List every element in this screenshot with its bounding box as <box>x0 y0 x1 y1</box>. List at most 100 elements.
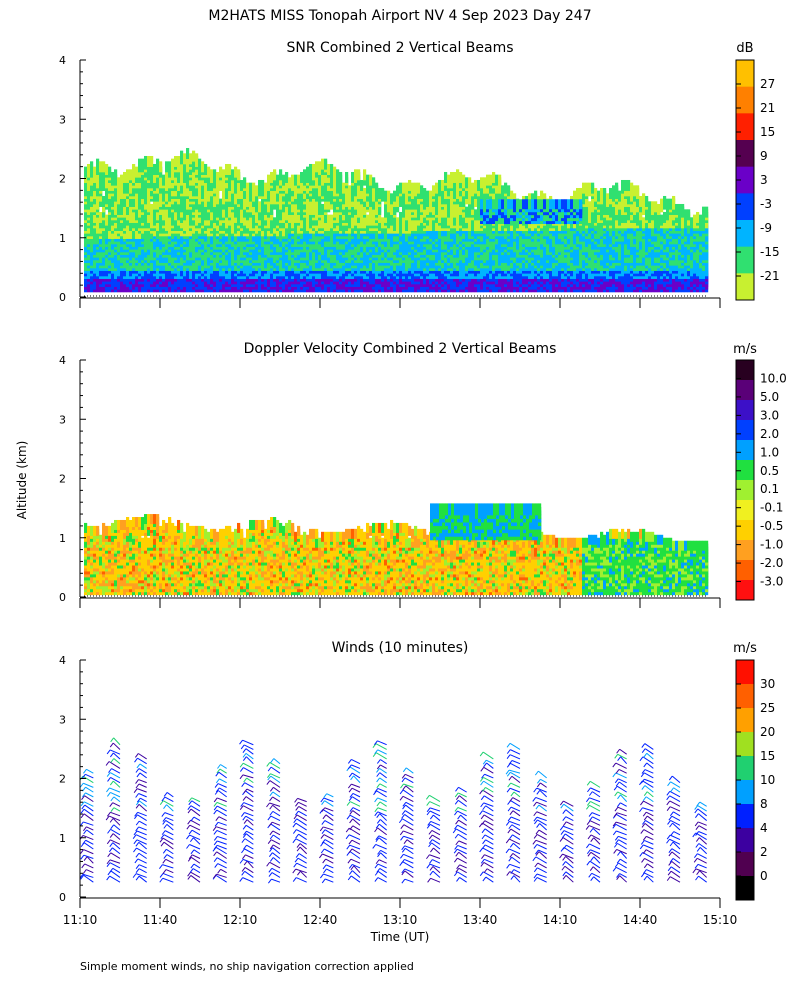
snr-panel-title: SNR Combined 2 Vertical Beams <box>286 40 513 56</box>
snr-cell <box>345 187 349 199</box>
snr-cell <box>414 182 418 194</box>
snr-cell <box>276 174 280 186</box>
snr-cell <box>141 158 145 170</box>
snr-cell <box>162 185 166 197</box>
snr-cell <box>105 214 109 226</box>
snr-cell <box>231 195 235 207</box>
snr-cell <box>111 171 115 183</box>
snr-cell <box>402 201 406 213</box>
snr-cell <box>273 187 277 199</box>
snr-cell <box>123 195 127 207</box>
snr-cell <box>156 158 160 170</box>
snr-plot-area <box>84 147 709 293</box>
snr-cell <box>96 193 100 205</box>
snr-cell <box>168 214 172 226</box>
snr-cell <box>405 182 409 194</box>
snr-cell <box>174 209 178 221</box>
snr-cell <box>186 174 190 186</box>
snr-cell <box>213 177 217 189</box>
snr-cell <box>147 193 151 205</box>
snr-cell <box>114 169 118 181</box>
snr-cell <box>132 163 136 175</box>
snr-cell <box>315 174 319 186</box>
snr-cell <box>90 161 94 173</box>
snr-cell <box>168 161 172 173</box>
snr-cell <box>390 214 394 226</box>
snr-cell <box>399 182 403 194</box>
snr-cell <box>183 201 187 213</box>
snr-cell <box>156 177 160 189</box>
snr-cell <box>291 217 295 229</box>
snr-cell <box>384 190 388 202</box>
snr-cell <box>120 187 124 199</box>
snr-cell <box>183 153 187 165</box>
snr-cell <box>465 177 469 189</box>
snr-cell <box>192 169 196 181</box>
snr-cell <box>300 171 304 183</box>
snr-cell <box>459 211 463 223</box>
snr-cell <box>267 174 271 186</box>
snr-cell <box>339 171 343 183</box>
snr-cell <box>459 203 463 215</box>
snr-cell <box>261 209 265 221</box>
snr-cell <box>300 209 304 221</box>
snr-cell <box>399 211 403 223</box>
snr-cell <box>264 182 268 194</box>
snr-cell <box>150 166 154 178</box>
snr-cell <box>321 203 325 215</box>
snr-cell <box>381 187 385 199</box>
snr-cell <box>222 177 226 189</box>
snr-cell <box>333 166 337 178</box>
snr-cell <box>150 155 154 167</box>
snr-cell <box>90 185 94 197</box>
snr-cell <box>147 155 151 167</box>
snr-cell <box>225 201 229 213</box>
snr-cell <box>219 179 223 191</box>
snr-cell <box>210 169 214 181</box>
snr-cell <box>432 217 436 229</box>
snr-cell <box>408 209 412 221</box>
snr-cell <box>159 161 163 173</box>
snr-cell <box>459 171 463 183</box>
snr-cell <box>396 185 400 197</box>
snr-cell <box>426 190 430 202</box>
snr-cell <box>180 171 184 183</box>
snr-cell <box>309 174 313 186</box>
snr-cell <box>327 214 331 226</box>
snr-cell <box>342 182 346 194</box>
snr-cell <box>309 214 313 226</box>
snr-cell <box>207 187 211 199</box>
snr-cell <box>462 174 466 186</box>
snr-cell <box>171 158 175 170</box>
snr-cell <box>225 163 229 175</box>
snr-cell <box>480 177 484 189</box>
snr-cell <box>123 203 127 215</box>
snr-cell <box>441 214 445 226</box>
snr-cell <box>213 193 217 205</box>
snr-cell <box>279 169 283 181</box>
snr-cell <box>216 171 220 183</box>
snr-cell <box>186 161 190 173</box>
snr-cell <box>141 211 145 223</box>
snr-cell <box>198 158 202 170</box>
snr-cell <box>321 158 325 170</box>
figure-title: M2HATS MISS Tonopah Airport NV 4 Sep 202… <box>208 8 591 24</box>
snr-cell <box>189 153 193 165</box>
snr-cell <box>201 161 205 173</box>
snr-cell <box>120 174 124 186</box>
snr-cell <box>240 209 244 221</box>
snr-cell <box>438 209 442 221</box>
snr-cell <box>279 198 283 210</box>
snr-cell <box>357 169 361 181</box>
snr-cell <box>327 163 331 175</box>
snr-cell <box>102 174 106 186</box>
snr-cell <box>144 182 148 194</box>
snr-cell <box>288 177 292 189</box>
snr-cell <box>477 201 481 213</box>
snr-cell <box>405 209 409 221</box>
snr-cell <box>474 195 478 207</box>
snr-cell <box>255 211 259 223</box>
snr-cell <box>489 193 493 205</box>
snr-cell <box>351 171 355 183</box>
